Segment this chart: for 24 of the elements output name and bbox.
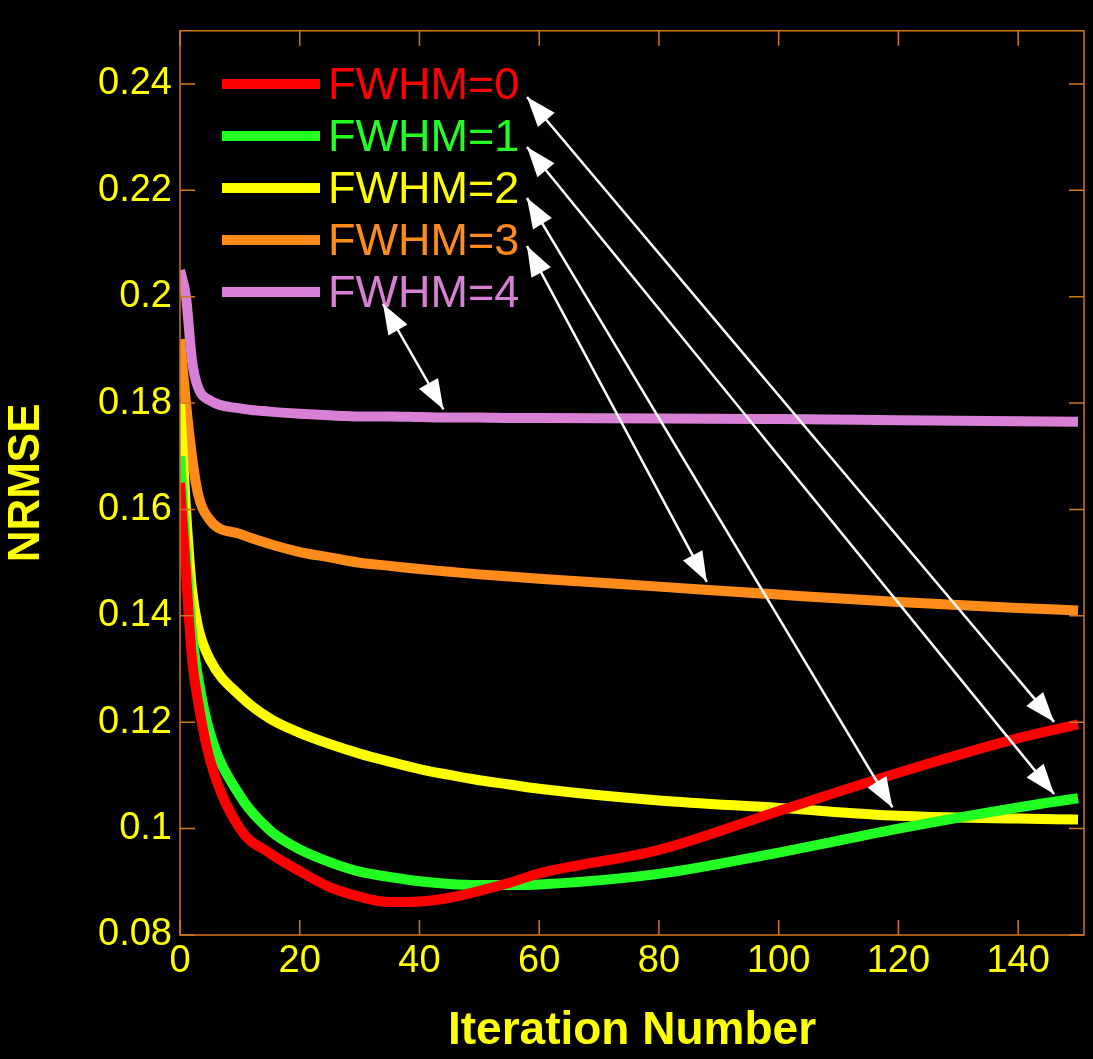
y-axis-title: NRMSE: [0, 403, 48, 563]
x-tick-label: 80: [637, 938, 681, 981]
legend-label: FWHM=2: [328, 162, 520, 214]
x-tick-label: 140: [986, 938, 1050, 981]
y-tick-label: 0.18: [98, 379, 172, 422]
x-tick-label: 120: [866, 938, 931, 981]
x-axis-title: Iteration Number: [447, 1002, 817, 1055]
y-tick-label: 0.12: [98, 698, 172, 741]
x-tick-label: 60: [518, 938, 561, 981]
x-tick-label: 20: [278, 938, 321, 981]
y-tick-label: 0.16: [98, 485, 172, 528]
x-tick-label: 40: [398, 938, 441, 981]
legend-label: FWHM=1: [328, 110, 520, 162]
y-tick-label: 0.14: [98, 592, 172, 635]
x-tick-label: 0: [169, 938, 191, 981]
legend-label: FWHM=3: [328, 214, 520, 266]
x-tick-label: 100: [746, 938, 811, 981]
y-tick-label: 0.08: [98, 911, 172, 954]
y-tick-label: 0.22: [98, 166, 172, 209]
y-tick-label: 0.24: [98, 60, 172, 103]
y-tick-label: 0.1: [119, 805, 172, 848]
legend-label: FWHM=0: [328, 58, 520, 110]
y-tick-label: 0.2: [119, 273, 172, 316]
legend-label: FWHM=4: [328, 266, 520, 318]
